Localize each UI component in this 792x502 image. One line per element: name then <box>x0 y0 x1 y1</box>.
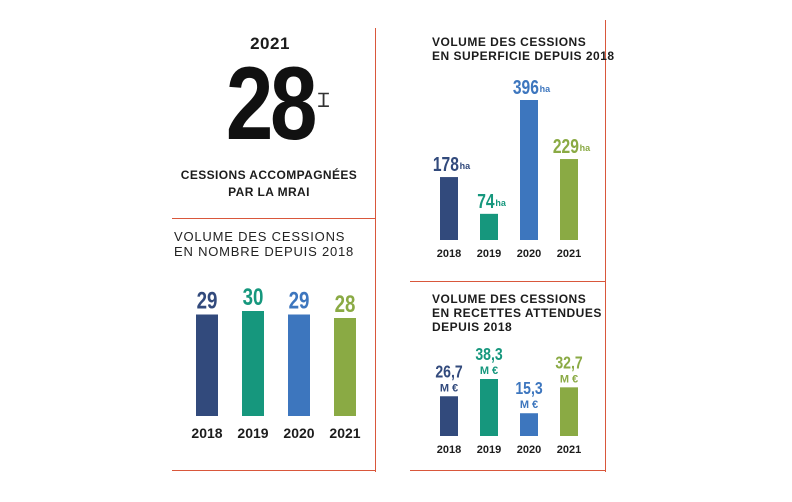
value-label-nombre-2020: 29 <box>289 287 310 314</box>
year-label-superficie-2021: 2021 <box>557 248 581 260</box>
kpi-year: 2021 <box>250 34 290 53</box>
value-label-recettes-2018: 26,7 <box>435 362 462 382</box>
bar-superficie-2018 <box>440 177 458 240</box>
bar-superficie-2019 <box>480 213 498 240</box>
unit-label-superficie-2019: ha <box>495 198 506 208</box>
divider-right-middle <box>410 281 606 282</box>
right-edge-divider <box>605 20 606 472</box>
bar-recettes-2019 <box>480 379 498 436</box>
chart-nombre: 29 2018 30 2019 29 2020 28 2021 <box>191 284 360 441</box>
year-label-recettes-2019: 2019 <box>477 444 501 456</box>
value-label-superficie-2019: 74 <box>477 190 494 212</box>
bar-superficie-2021 <box>560 159 578 240</box>
year-label-superficie-2019: 2019 <box>477 248 501 260</box>
divider-bottom-left <box>172 470 376 471</box>
unit-label-superficie-2018: ha <box>460 161 471 171</box>
chart-title-superficie: VOLUME DES CESSIONS EN SUPERFICIE DEPUIS… <box>432 35 615 63</box>
chart-title-nombre: VOLUME DES CESSIONS EN NOMBRE DEPUIS 201… <box>174 229 355 259</box>
bar-recettes-2021 <box>560 387 578 436</box>
bar-nombre-2019 <box>242 311 264 416</box>
unit-label-superficie-2020: ha <box>540 84 551 94</box>
year-label-superficie-2018: 2018 <box>437 248 461 260</box>
text-cursor-icon: Ɪ <box>318 88 330 112</box>
value-label-nombre-2019: 30 <box>243 284 264 311</box>
kpi-caption: CESSIONS ACCOMPAGNÉES PAR LA MRAI <box>180 168 358 199</box>
unit-label-recettes-2021: M € <box>560 373 578 385</box>
bar-recettes-2018 <box>440 396 458 436</box>
unit-label-superficie-2021: ha <box>580 143 591 153</box>
divider-bottom-right <box>410 470 606 471</box>
value-label-superficie-2021: 229 <box>553 135 579 157</box>
year-label-superficie-2020: 2020 <box>517 248 541 260</box>
bar-nombre-2018 <box>196 314 218 416</box>
unit-label-recettes-2018: M € <box>440 382 458 394</box>
year-label-nombre-2019: 2019 <box>237 425 268 441</box>
value-label-superficie-2020: 396 <box>513 76 539 98</box>
value-label-recettes-2021: 32,7 <box>555 353 582 373</box>
year-label-nombre-2018: 2018 <box>191 425 222 441</box>
year-label-nombre-2020: 2020 <box>283 425 314 441</box>
bar-superficie-2020 <box>520 100 538 240</box>
unit-label-recettes-2020: M € <box>520 399 538 411</box>
value-label-nombre-2018: 29 <box>197 287 218 314</box>
chart-title-recettes: VOLUME DES CESSIONS EN RECETTES ATTENDUE… <box>432 292 602 334</box>
year-label-nombre-2021: 2021 <box>329 425 360 441</box>
kpi-value: 28 <box>225 46 318 162</box>
year-label-recettes-2021: 2021 <box>557 444 581 456</box>
divider-top-left <box>172 218 376 219</box>
value-label-recettes-2020: 15,3 <box>515 379 542 399</box>
unit-label-recettes-2019: M € <box>480 365 498 377</box>
value-label-nombre-2021: 28 <box>335 291 356 318</box>
bar-recettes-2020 <box>520 413 538 436</box>
vertical-divider <box>375 28 376 472</box>
value-label-superficie-2018: 178 <box>433 153 459 175</box>
year-label-recettes-2018: 2018 <box>437 444 461 456</box>
value-label-recettes-2019: 38,3 <box>475 344 502 364</box>
bar-nombre-2020 <box>288 314 310 416</box>
bar-nombre-2021 <box>334 318 356 416</box>
year-label-recettes-2020: 2020 <box>517 444 541 456</box>
